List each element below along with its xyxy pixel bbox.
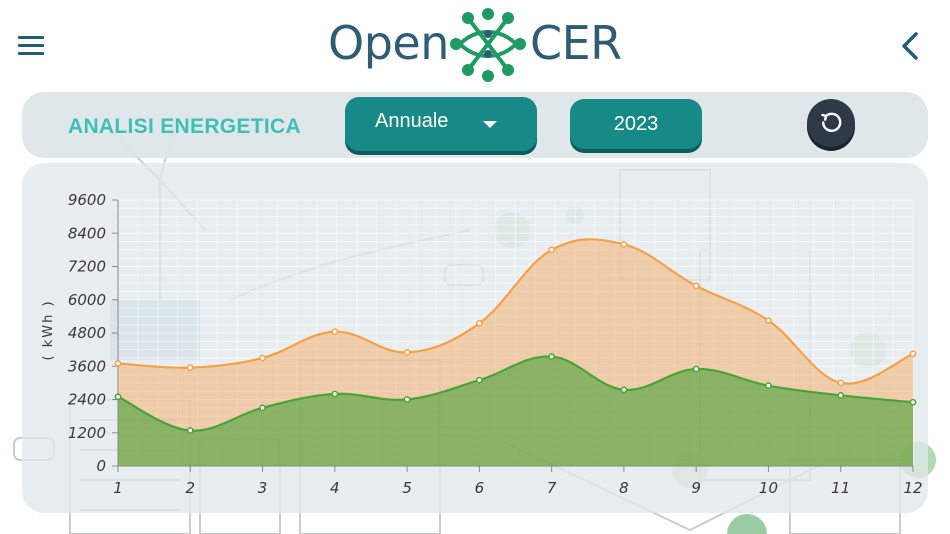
data-point-series-2 (186, 427, 194, 434)
y-tick-label: 4800 (68, 324, 106, 342)
x-tick-label: 2 (185, 479, 195, 497)
y-tick-label: 3600 (68, 357, 106, 375)
back-button[interactable] (896, 30, 926, 62)
chart-areas (118, 239, 913, 466)
data-point-series-2 (548, 353, 555, 360)
x-tick-label: 7 (547, 479, 557, 497)
x-tick-label: 1 (113, 479, 123, 497)
data-point-series-1 (114, 360, 122, 367)
x-tick-label: 6 (475, 479, 485, 497)
reset-button[interactable] (807, 99, 855, 147)
data-point-series-1 (186, 364, 194, 371)
data-point-series-1 (837, 379, 845, 387)
y-tick-label: 0 (96, 457, 106, 475)
data-point-series-2 (403, 396, 411, 403)
data-point-series-1 (259, 354, 266, 362)
data-point-series-2 (476, 376, 483, 384)
y-tick-label: 8400 (68, 224, 106, 242)
chevron-left-icon (902, 32, 918, 60)
data-point-series-2 (765, 382, 772, 389)
x-tick-label: 10 (759, 479, 778, 497)
x-tick-label: 5 (402, 479, 412, 497)
menu-button[interactable] (16, 34, 46, 58)
data-point-series-2 (692, 365, 700, 373)
x-axis-ticks: 1 2 3 4 5 6 7 8 9 10 11 12 (113, 479, 922, 497)
data-point-series-2 (909, 398, 917, 406)
y-tick-label: 1200 (68, 424, 106, 442)
data-point-series-2 (620, 386, 628, 394)
data-point-series-1 (909, 350, 917, 358)
period-dropdown-value: Annuale (375, 110, 449, 132)
x-tick-label: 11 (831, 479, 850, 497)
x-tick-label: 12 (903, 479, 922, 497)
data-point-series-2 (837, 391, 845, 399)
control-bar: ANALISI ENERGETICA Annuale 2023 (22, 92, 928, 158)
data-point-series-1 (403, 349, 411, 356)
x-tick-label: 9 (691, 479, 701, 497)
y-tick-label: 9600 (68, 191, 106, 209)
logo-text-cer: CER (530, 16, 622, 70)
data-point-series-1 (765, 317, 772, 324)
period-dropdown[interactable]: Annuale (345, 97, 537, 151)
year-value: 2023 (613, 113, 659, 135)
y-tick-label: 6000 (68, 291, 106, 309)
logo-text-open: Open (328, 16, 449, 70)
menu-bar (18, 52, 44, 55)
openCER-logo: Open CER (328, 6, 622, 82)
y-axis-label: ( kWh ) (41, 299, 56, 360)
menu-bar (18, 36, 44, 39)
chart-points (114, 240, 917, 434)
x-tick-label: 3 (258, 479, 268, 497)
x-tick-label: 8 (619, 479, 629, 497)
reset-icon (821, 112, 842, 132)
section-title: ANALISI ENERGETICA (68, 115, 301, 138)
year-selector-button[interactable]: 2023 (570, 99, 702, 149)
menu-bar (18, 44, 44, 47)
logo-network-icon (450, 8, 526, 82)
series-area-2 (118, 356, 913, 466)
data-point-series-1 (548, 246, 555, 254)
y-tick-label: 7200 (68, 258, 106, 276)
y-tick-label: 2400 (68, 391, 106, 409)
data-point-series-1 (331, 328, 339, 335)
data-point-series-2 (259, 404, 266, 412)
caret-down-icon (483, 121, 497, 128)
y-axis-ticks: 9600 8400 7200 6000 4800 3600 2400 1200 0 (68, 191, 106, 475)
data-point-series-1 (692, 282, 700, 290)
x-tick-label: 4 (330, 479, 340, 497)
data-point-series-2 (114, 393, 122, 401)
data-point-series-1 (476, 319, 483, 327)
data-point-series-1 (620, 240, 628, 248)
data-point-series-2 (331, 390, 339, 398)
